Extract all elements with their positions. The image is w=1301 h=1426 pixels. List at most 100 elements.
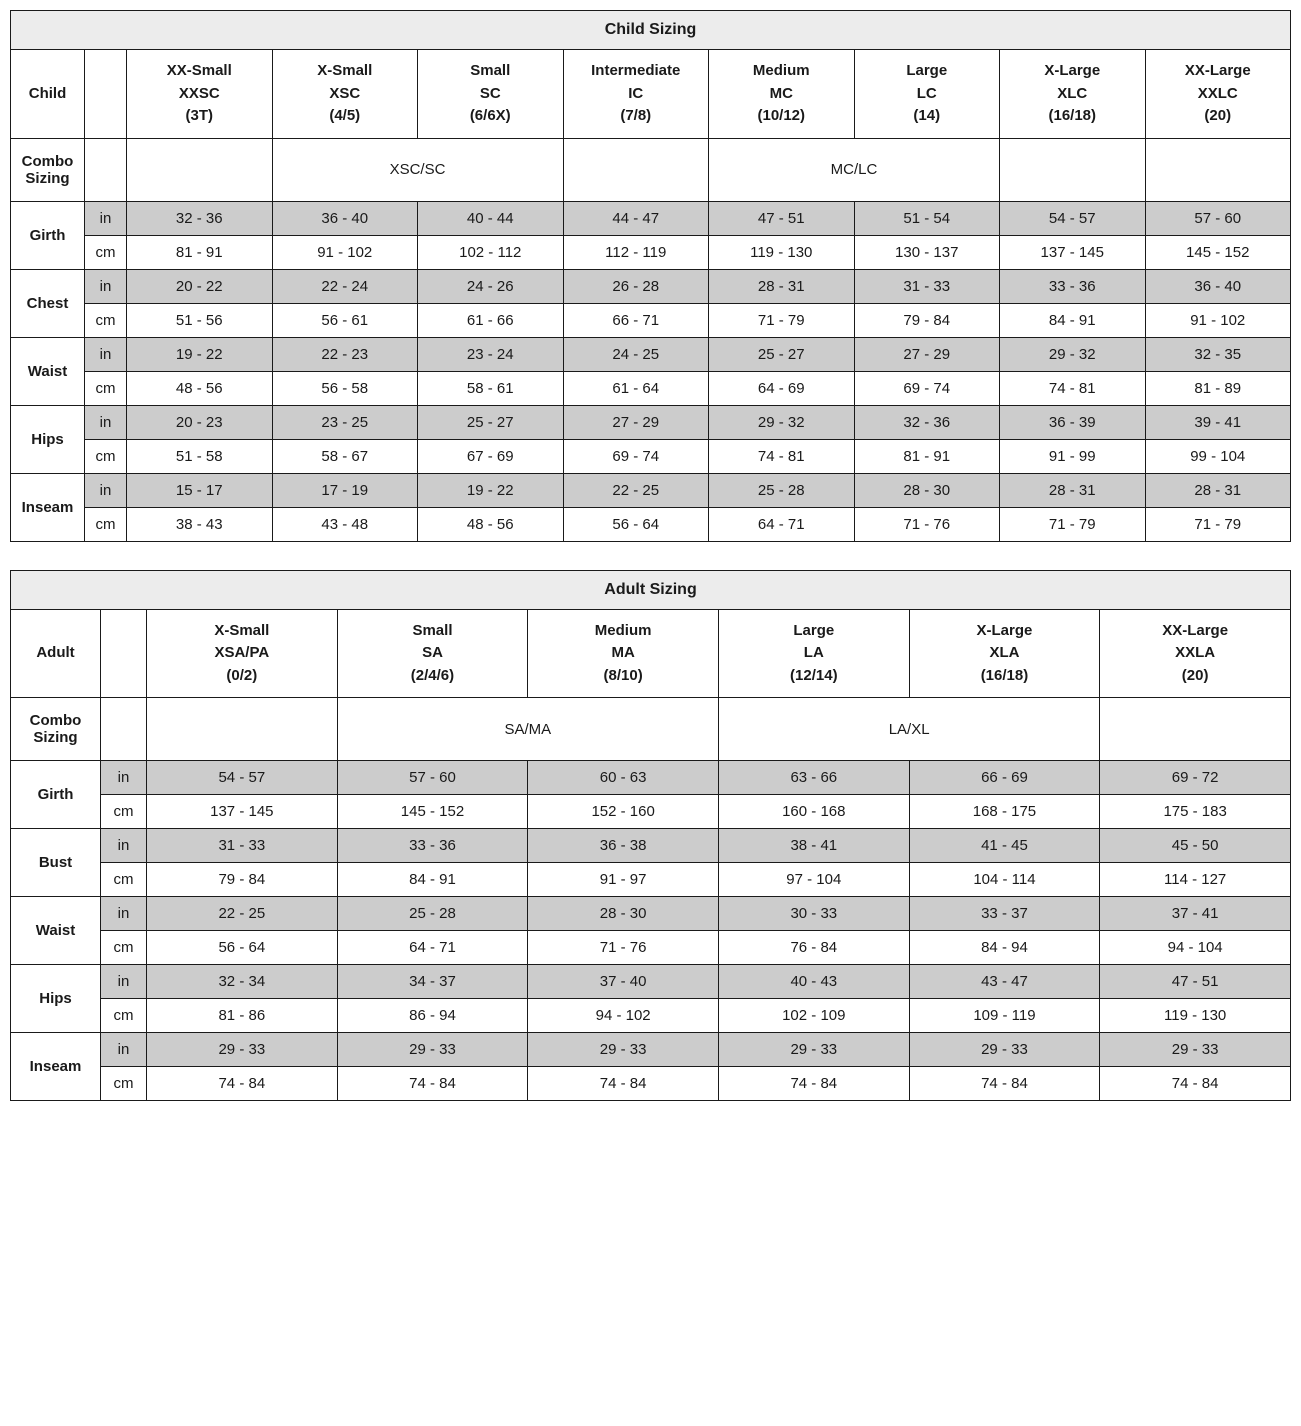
value-cell: 64 - 71 (709, 507, 855, 541)
value-cell: 47 - 51 (709, 201, 855, 235)
value-cell: 17 - 19 (272, 473, 418, 507)
value-cell: 175 - 183 (1100, 795, 1291, 829)
value-cell: 44 - 47 (563, 201, 709, 235)
combo-blank (85, 138, 127, 201)
value-cell: 22 - 25 (147, 897, 338, 931)
size-header-cell: XX-LargeXXLC(20) (1145, 50, 1291, 139)
value-cell: 84 - 91 (1000, 303, 1146, 337)
value-cell: 91 - 97 (528, 863, 719, 897)
combo-label: Combo Sizing (11, 138, 85, 201)
value-cell: 31 - 33 (147, 829, 338, 863)
value-cell: 71 - 79 (1000, 507, 1146, 541)
value-cell: 28 - 31 (1000, 473, 1146, 507)
size-header-cell: X-LargeXLC(16/18) (1000, 50, 1146, 139)
value-cell: 64 - 71 (337, 931, 528, 965)
value-cell: 71 - 79 (1145, 507, 1291, 541)
table-title: Adult Sizing (11, 570, 1291, 609)
value-cell: 27 - 29 (854, 337, 1000, 371)
value-cell: 57 - 60 (1145, 201, 1291, 235)
value-cell: 102 - 112 (418, 235, 564, 269)
value-cell: 79 - 84 (147, 863, 338, 897)
value-cell: 28 - 31 (1145, 473, 1291, 507)
size-header-cell: SmallSA(2/4/6) (337, 609, 528, 698)
size-header-cell: SmallSC(6/6X) (418, 50, 564, 139)
size-header-cell: LargeLA(12/14) (718, 609, 909, 698)
metric-label: Waist (11, 337, 85, 405)
value-cell: 91 - 102 (272, 235, 418, 269)
value-cell: 84 - 94 (909, 931, 1100, 965)
unit-cm: cm (101, 931, 147, 965)
value-cell: 43 - 48 (272, 507, 418, 541)
value-cell: 32 - 36 (854, 405, 1000, 439)
combo-cell: LA/XL (718, 698, 1099, 761)
value-cell: 61 - 66 (418, 303, 564, 337)
value-cell: 33 - 36 (1000, 269, 1146, 303)
value-cell: 71 - 79 (709, 303, 855, 337)
value-cell: 24 - 25 (563, 337, 709, 371)
value-cell: 22 - 25 (563, 473, 709, 507)
value-cell: 102 - 109 (718, 999, 909, 1033)
value-cell: 29 - 33 (718, 1033, 909, 1067)
value-cell: 145 - 152 (1145, 235, 1291, 269)
value-cell: 56 - 58 (272, 371, 418, 405)
value-cell: 57 - 60 (337, 761, 528, 795)
unit-in: in (101, 965, 147, 999)
size-header-cell: X-SmallXSC(4/5) (272, 50, 418, 139)
value-cell: 119 - 130 (709, 235, 855, 269)
value-cell: 54 - 57 (147, 761, 338, 795)
unit-cm: cm (85, 439, 127, 473)
value-cell: 94 - 102 (528, 999, 719, 1033)
adult-table: Adult SizingAdultX-SmallXSA/PA(0/2)Small… (10, 570, 1291, 1102)
size-header-cell: X-LargeXLA(16/18) (909, 609, 1100, 698)
header-blank (101, 609, 147, 698)
value-cell: 24 - 26 (418, 269, 564, 303)
value-cell: 47 - 51 (1100, 965, 1291, 999)
value-cell: 81 - 91 (127, 235, 273, 269)
combo-cell: XSC/SC (272, 138, 563, 201)
value-cell: 40 - 44 (418, 201, 564, 235)
size-header-cell: MediumMA(8/10) (528, 609, 719, 698)
size-header-cell: IntermediateIC(7/8) (563, 50, 709, 139)
value-cell: 97 - 104 (718, 863, 909, 897)
value-cell: 29 - 32 (1000, 337, 1146, 371)
unit-cm: cm (101, 795, 147, 829)
value-cell: 36 - 40 (1145, 269, 1291, 303)
unit-in: in (101, 897, 147, 931)
value-cell: 119 - 130 (1100, 999, 1291, 1033)
value-cell: 32 - 36 (127, 201, 273, 235)
value-cell: 23 - 24 (418, 337, 564, 371)
size-header-cell: XX-LargeXXLA(20) (1100, 609, 1291, 698)
value-cell: 74 - 81 (1000, 371, 1146, 405)
value-cell: 168 - 175 (909, 795, 1100, 829)
value-cell: 33 - 37 (909, 897, 1100, 931)
combo-cell (147, 698, 338, 761)
value-cell: 66 - 69 (909, 761, 1100, 795)
value-cell: 28 - 30 (528, 897, 719, 931)
value-cell: 69 - 72 (1100, 761, 1291, 795)
value-cell: 81 - 86 (147, 999, 338, 1033)
value-cell: 51 - 56 (127, 303, 273, 337)
value-cell: 64 - 69 (709, 371, 855, 405)
value-cell: 43 - 47 (909, 965, 1100, 999)
value-cell: 56 - 61 (272, 303, 418, 337)
value-cell: 38 - 43 (127, 507, 273, 541)
value-cell: 36 - 40 (272, 201, 418, 235)
child-table: Child SizingChildXX-SmallXXSC(3T)X-Small… (10, 10, 1291, 542)
value-cell: 29 - 33 (528, 1033, 719, 1067)
value-cell: 74 - 84 (1100, 1067, 1291, 1101)
value-cell: 48 - 56 (418, 507, 564, 541)
combo-cell: MC/LC (709, 138, 1000, 201)
value-cell: 74 - 81 (709, 439, 855, 473)
value-cell: 40 - 43 (718, 965, 909, 999)
value-cell: 36 - 38 (528, 829, 719, 863)
metric-label: Girth (11, 201, 85, 269)
combo-cell: SA/MA (337, 698, 718, 761)
combo-cell (127, 138, 273, 201)
metric-label: Bust (11, 829, 101, 897)
value-cell: 104 - 114 (909, 863, 1100, 897)
value-cell: 137 - 145 (1000, 235, 1146, 269)
value-cell: 91 - 99 (1000, 439, 1146, 473)
value-cell: 25 - 28 (337, 897, 528, 931)
value-cell: 94 - 104 (1100, 931, 1291, 965)
value-cell: 71 - 76 (854, 507, 1000, 541)
